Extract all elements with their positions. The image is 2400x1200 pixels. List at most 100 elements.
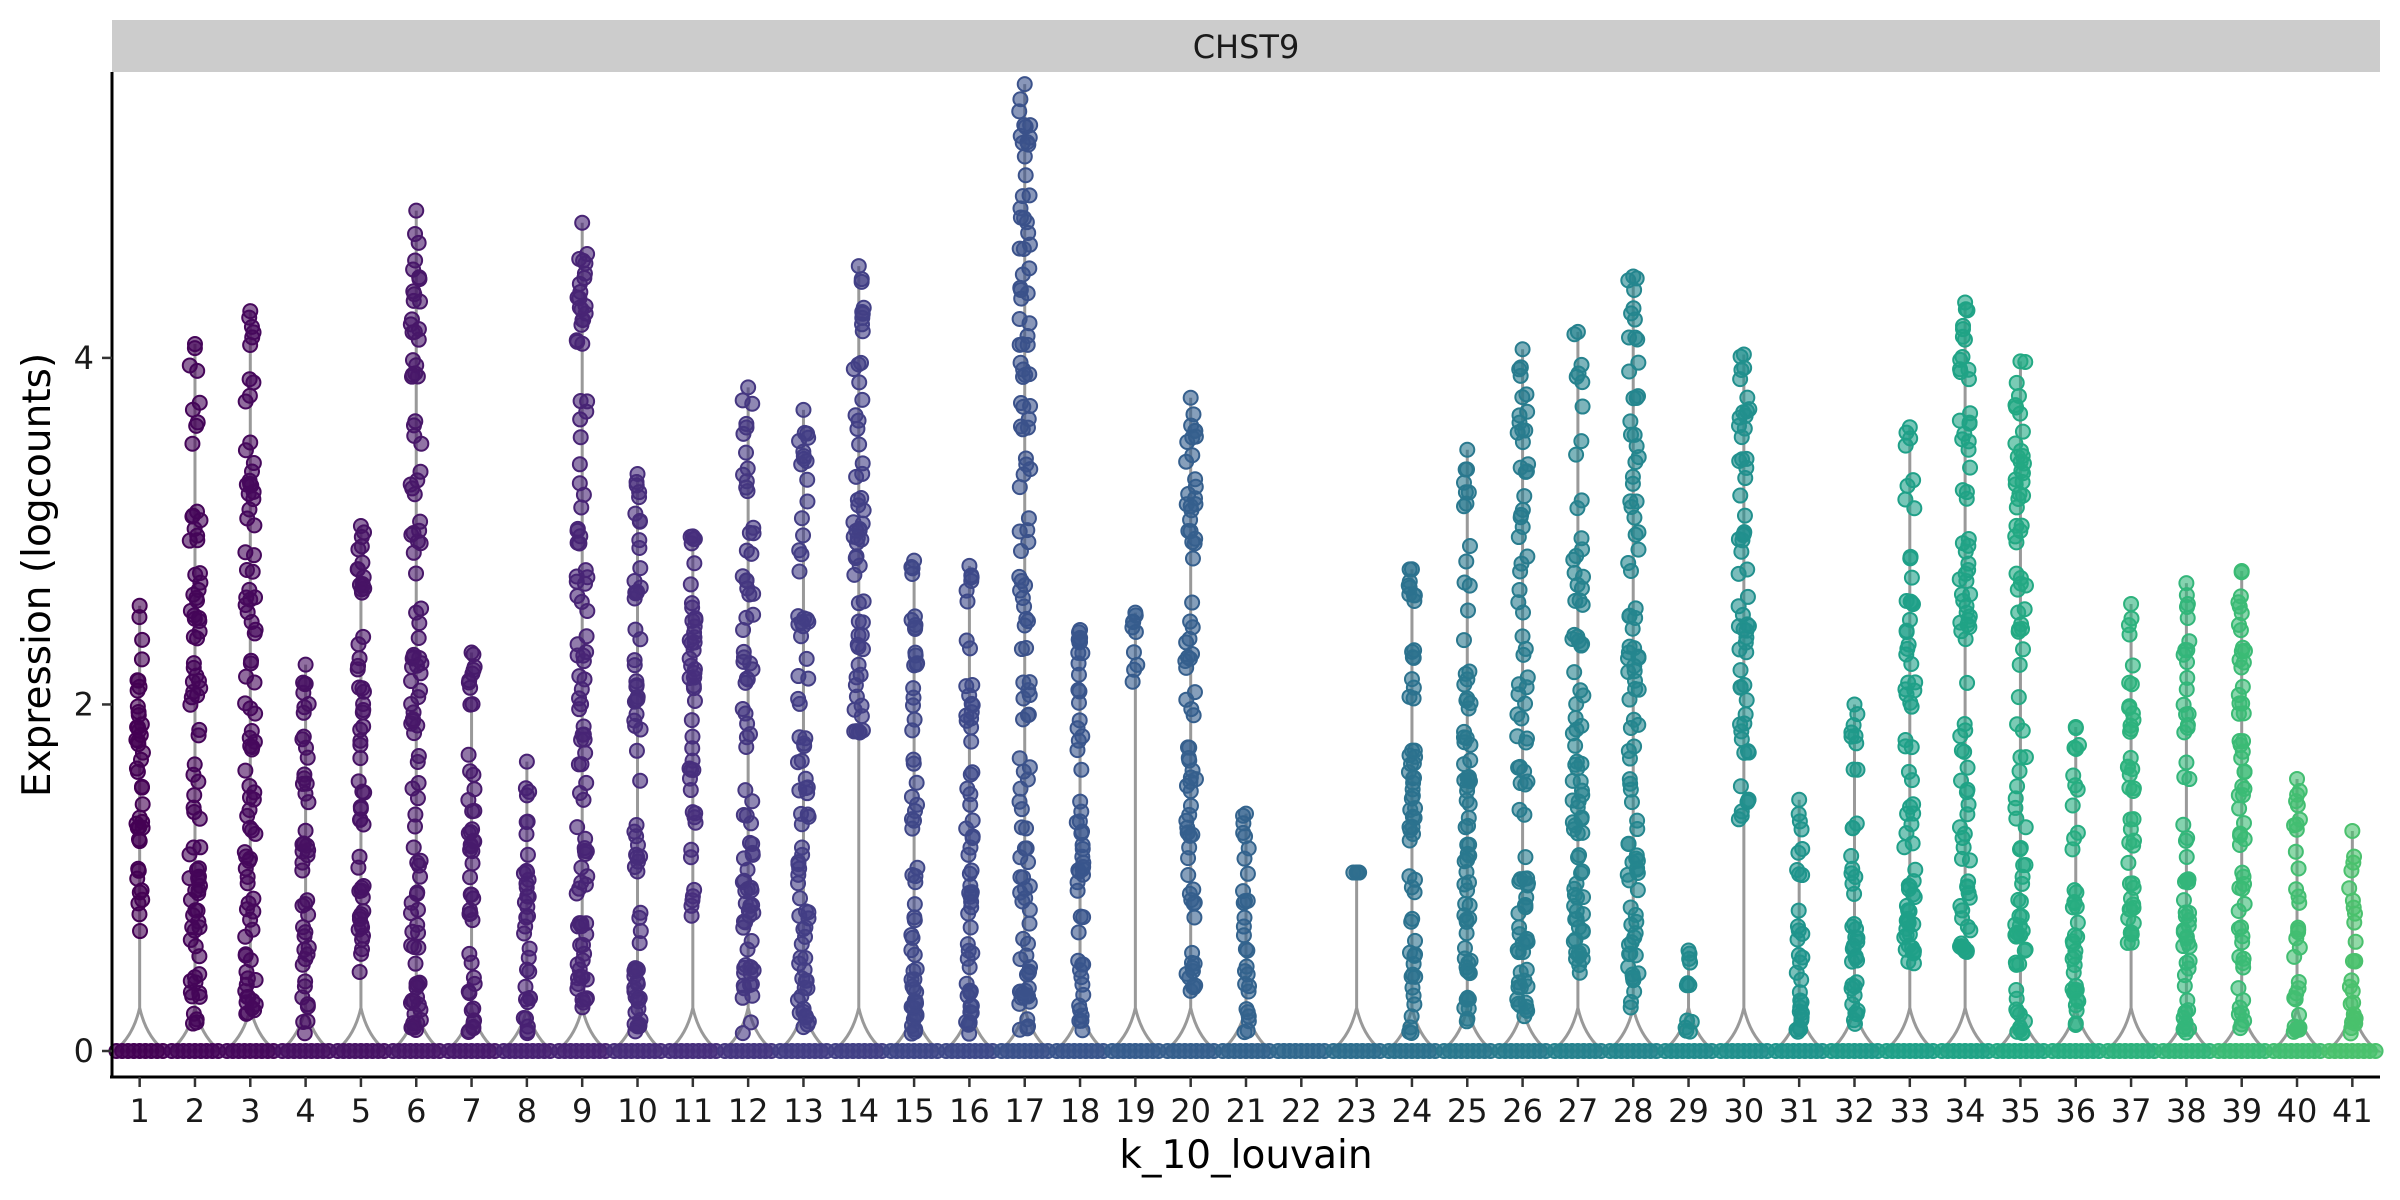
data-point [2122, 924, 2139, 941]
data-point [1402, 801, 1419, 818]
data-point [1406, 947, 1423, 964]
data-point [683, 712, 700, 729]
data-point [1849, 952, 1866, 969]
data-point [2288, 985, 2305, 1002]
data-point [1565, 551, 1582, 568]
data-point [1020, 854, 1037, 871]
data-point [2017, 749, 2034, 766]
x-tick-label: 32 [1834, 1092, 1875, 1130]
data-point [1403, 1008, 1420, 1025]
data-point [518, 826, 535, 843]
x-tick-label: 23 [1336, 1092, 1377, 1130]
data-point [2122, 723, 2139, 740]
data-point [1732, 679, 1749, 696]
data-point [2064, 950, 2081, 967]
data-point [294, 854, 311, 871]
data-point [241, 777, 258, 794]
data-point [2236, 764, 2253, 781]
data-point [907, 874, 924, 891]
data-point [2181, 771, 2198, 788]
data-point [745, 606, 762, 623]
data-point [632, 721, 649, 738]
data-point [1187, 478, 1204, 495]
data-point [1015, 690, 1032, 707]
data-point [1900, 674, 1917, 691]
data-point [1461, 847, 1478, 864]
x-tick-label: 28 [1613, 1092, 1654, 1130]
data-point [1848, 920, 1865, 937]
data-point [1574, 923, 1591, 940]
cluster-points [1048, 621, 1112, 1060]
data-point [1737, 407, 1754, 424]
data-point [2177, 832, 2194, 849]
data-point [464, 821, 481, 838]
data-point [796, 424, 813, 441]
cluster-points [219, 303, 282, 1060]
data-point [295, 835, 312, 852]
data-point [1019, 613, 1036, 630]
data-point [1072, 793, 1089, 810]
data-point [964, 697, 981, 714]
data-point [734, 568, 751, 585]
data-point [351, 963, 368, 980]
data-point [2011, 926, 2028, 943]
data-point [793, 752, 810, 769]
data-point [2230, 616, 2247, 633]
data-point [130, 860, 147, 877]
cluster-points [882, 552, 946, 1060]
data-point [1238, 958, 1255, 975]
cluster-points [385, 202, 448, 1060]
data-point [908, 774, 925, 791]
cluster-points [440, 644, 503, 1060]
x-tick-label: 31 [1779, 1092, 1820, 1130]
data-point [2178, 954, 2195, 971]
data-point [1789, 862, 1806, 879]
data-point [1732, 487, 1749, 504]
data-point [1460, 991, 1477, 1008]
data-point [1404, 979, 1421, 996]
data-point [246, 517, 263, 534]
data-point [1401, 1023, 1418, 1040]
cluster-points [550, 214, 614, 1060]
data-point [1074, 861, 1091, 878]
data-point [681, 770, 698, 787]
data-point [1069, 742, 1086, 759]
data-point [2291, 894, 2308, 911]
cluster-points [329, 517, 393, 1060]
data-point [1178, 453, 1195, 470]
data-point [2064, 841, 2081, 858]
cluster-points [1325, 864, 1388, 1060]
data-point [2010, 689, 2027, 706]
max-point [1901, 419, 1918, 436]
data-point [1621, 363, 1638, 380]
data-point [571, 250, 588, 267]
data-point [190, 881, 207, 898]
data-point [1016, 148, 1033, 165]
data-point [2290, 919, 2307, 936]
data-point [1518, 961, 1535, 978]
data-point [2231, 800, 2248, 817]
data-point [846, 701, 863, 718]
max-point [2178, 575, 2195, 592]
x-tick-label: 38 [2166, 1092, 2207, 1130]
data-point [519, 961, 536, 978]
data-point [465, 1014, 482, 1031]
data-point [237, 442, 254, 459]
data-point [1847, 1005, 1864, 1022]
data-point [1240, 983, 1257, 1000]
data-point [745, 962, 762, 979]
max-point [242, 303, 259, 320]
data-point [1074, 1022, 1091, 1039]
data-point [1184, 594, 1201, 611]
data-point [578, 628, 595, 645]
data-point [1564, 792, 1581, 809]
data-point [1564, 814, 1581, 831]
x-tick-label: 37 [2111, 1092, 2152, 1130]
data-point [350, 636, 367, 653]
data-point [2014, 875, 2031, 892]
data-point [799, 471, 816, 488]
x-tick-label: 9 [572, 1092, 592, 1130]
data-point [1180, 866, 1197, 883]
x-tick-label: 11 [672, 1092, 713, 1130]
data-point [182, 931, 199, 948]
